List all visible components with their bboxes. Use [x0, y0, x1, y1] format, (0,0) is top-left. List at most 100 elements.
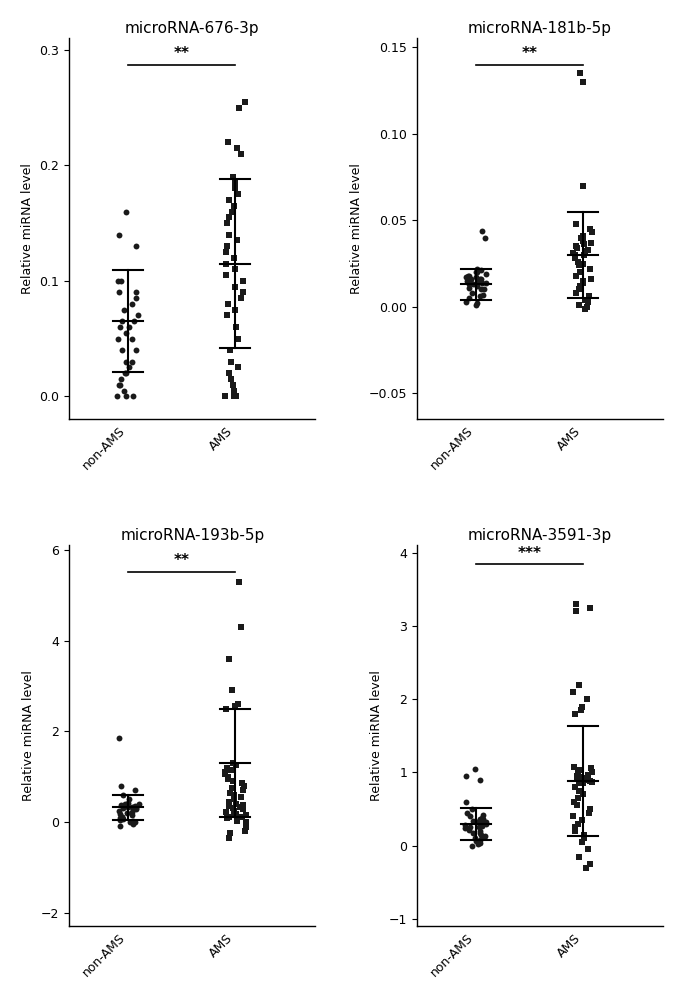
Point [230, 279, 241, 295]
Point [124, 319, 135, 335]
Point [479, 815, 490, 831]
Point [466, 838, 477, 854]
Point [220, 256, 231, 272]
Point [466, 285, 477, 301]
Point [126, 331, 137, 347]
Point [235, 789, 246, 805]
Point [236, 146, 247, 162]
Point [131, 290, 142, 306]
Point [123, 791, 134, 807]
Point [464, 280, 475, 296]
Point [111, 388, 122, 404]
Point [586, 235, 597, 251]
Point [575, 230, 586, 246]
Point [477, 275, 488, 291]
Point [225, 354, 236, 370]
Point [575, 264, 586, 280]
Point [228, 383, 239, 399]
Point [222, 134, 233, 150]
Point [227, 169, 238, 185]
Point [568, 759, 579, 775]
Point [120, 797, 131, 813]
Point [131, 342, 142, 358]
Point [235, 799, 246, 815]
Point [118, 302, 129, 318]
Point [573, 773, 584, 789]
Point [475, 271, 486, 287]
Point [133, 307, 144, 323]
Point [468, 813, 479, 829]
Point [230, 175, 241, 191]
Point [471, 269, 482, 285]
Point [228, 388, 239, 404]
Point [129, 313, 140, 329]
Point [228, 791, 239, 807]
Point [568, 684, 579, 700]
Point [477, 811, 488, 827]
Y-axis label: Relative miRNA level: Relative miRNA level [370, 670, 383, 801]
Point [131, 284, 142, 300]
Point [114, 284, 124, 300]
Point [224, 809, 235, 825]
Point [223, 651, 234, 667]
Point [129, 782, 140, 798]
Point [220, 701, 231, 717]
Point [584, 288, 595, 304]
Point [579, 247, 590, 263]
Point [581, 770, 592, 786]
Point [475, 827, 486, 843]
Point [221, 215, 232, 231]
Point [574, 849, 585, 865]
Point [229, 180, 240, 196]
Point [572, 240, 583, 256]
Point [118, 811, 129, 827]
Point [226, 371, 237, 387]
Point [128, 816, 139, 832]
Point [240, 807, 251, 823]
Point [231, 813, 242, 829]
Point [117, 809, 128, 825]
Point [230, 698, 241, 714]
Point [129, 799, 140, 815]
Point [223, 192, 234, 208]
Point [122, 799, 133, 815]
Point [232, 812, 243, 828]
Point [116, 797, 127, 813]
Point [120, 798, 131, 814]
Text: **: ** [521, 46, 538, 61]
Point [121, 805, 132, 821]
Point [224, 227, 235, 243]
Point [573, 771, 583, 787]
Point [122, 795, 133, 811]
Point [571, 770, 582, 786]
Point [224, 825, 235, 841]
Point [573, 254, 583, 270]
Point [582, 294, 593, 310]
Point [464, 268, 475, 284]
Point [223, 296, 234, 312]
Point [581, 691, 592, 707]
Point [570, 596, 581, 612]
Point [229, 198, 240, 214]
Point [462, 273, 473, 289]
Point [239, 778, 250, 794]
Point [471, 833, 482, 849]
Point [236, 775, 247, 791]
Point [127, 799, 137, 815]
Point [223, 365, 234, 381]
Point [578, 830, 589, 846]
Point [464, 819, 475, 835]
Point [583, 767, 594, 783]
Point [240, 819, 251, 835]
Point [578, 233, 589, 249]
Point [115, 377, 126, 393]
Point [238, 782, 249, 798]
Point [570, 285, 581, 301]
Point [120, 365, 131, 381]
Point [465, 808, 476, 824]
Point [471, 261, 482, 277]
Point [477, 818, 488, 834]
Point [464, 273, 475, 289]
Point [461, 794, 472, 810]
Point [115, 810, 126, 826]
